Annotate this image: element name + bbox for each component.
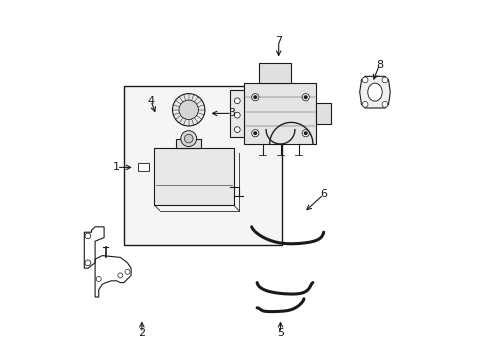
- Circle shape: [362, 77, 367, 83]
- Circle shape: [251, 94, 258, 101]
- Circle shape: [381, 102, 387, 107]
- Bar: [244, 83, 316, 144]
- Text: 1: 1: [113, 162, 120, 172]
- Circle shape: [172, 94, 204, 126]
- Bar: [123, 86, 282, 245]
- Circle shape: [362, 102, 367, 107]
- Bar: [138, 163, 149, 171]
- Bar: [230, 90, 244, 137]
- Circle shape: [181, 131, 196, 147]
- Text: 6: 6: [320, 189, 326, 199]
- Text: 2: 2: [138, 328, 145, 338]
- Text: 8: 8: [375, 60, 382, 70]
- Circle shape: [234, 98, 240, 104]
- Circle shape: [251, 130, 258, 137]
- Bar: [176, 139, 201, 148]
- Circle shape: [302, 130, 309, 137]
- Bar: [258, 63, 291, 83]
- Circle shape: [234, 112, 240, 118]
- Circle shape: [303, 131, 307, 135]
- Circle shape: [381, 77, 387, 83]
- Text: 5: 5: [276, 328, 284, 338]
- Ellipse shape: [367, 83, 382, 101]
- Circle shape: [253, 95, 257, 99]
- Text: 3: 3: [228, 108, 235, 118]
- Text: 7: 7: [275, 36, 282, 46]
- Circle shape: [234, 127, 240, 132]
- Text: 4: 4: [147, 96, 154, 106]
- Bar: [154, 148, 233, 205]
- Bar: [316, 103, 330, 124]
- Circle shape: [302, 94, 309, 101]
- Circle shape: [253, 131, 257, 135]
- Circle shape: [184, 134, 193, 143]
- Circle shape: [179, 100, 198, 120]
- Circle shape: [303, 95, 307, 99]
- Polygon shape: [359, 76, 389, 108]
